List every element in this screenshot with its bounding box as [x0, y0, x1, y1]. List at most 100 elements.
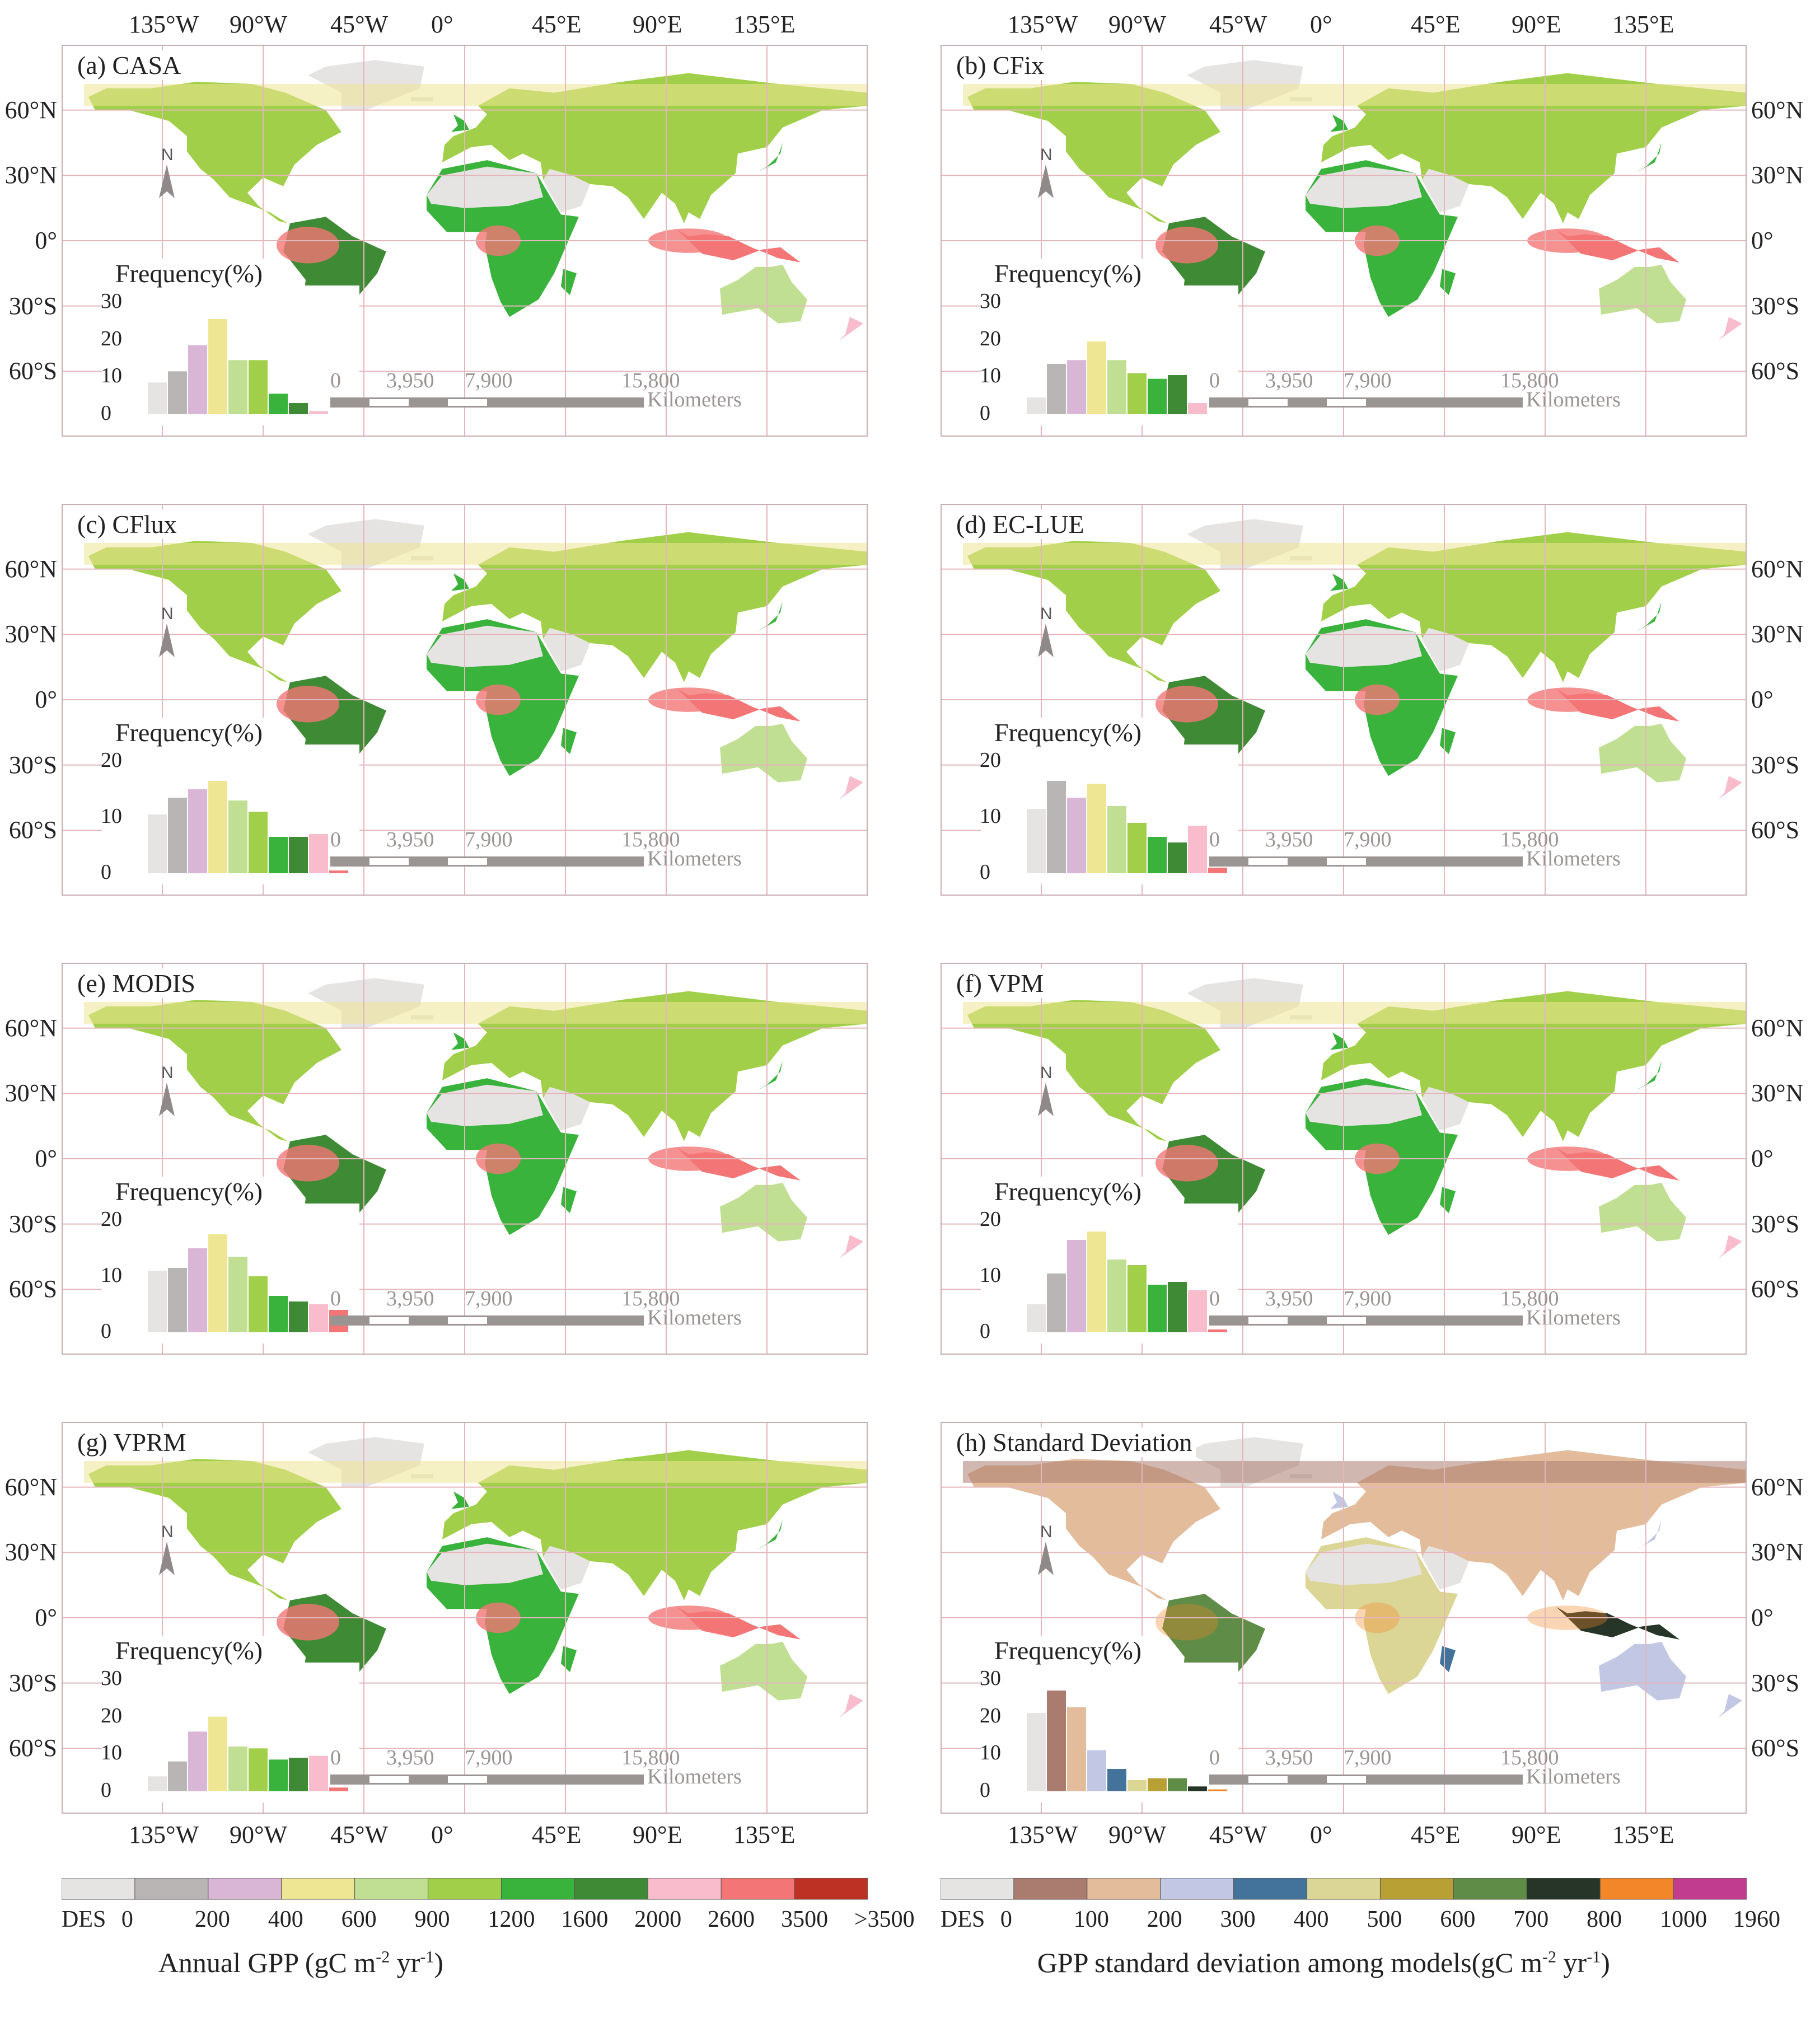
latitude-label: 0°: [1751, 686, 1774, 713]
frequency-bar: [1027, 1713, 1046, 1791]
longitude-label: 135°W: [1008, 1821, 1078, 1848]
scale-bar-label: 3,950: [386, 1287, 434, 1310]
frequency-bar: [148, 1776, 167, 1791]
frequency-bar: [228, 360, 247, 414]
frequency-bar: [1107, 1769, 1126, 1791]
madagascar-shape: [1440, 269, 1456, 296]
world-map: [84, 519, 868, 820]
scale-bar: [330, 397, 644, 408]
boreal-band: [963, 1461, 1747, 1483]
frequency-bar: [1208, 868, 1227, 873]
legend-title: GPP standard deviation among models(gC m…: [1037, 1946, 1610, 1979]
scale-bar-label: 7,900: [465, 1746, 513, 1769]
longitude-label: 0°: [1310, 11, 1332, 38]
latitude-label: 0°: [35, 1145, 57, 1172]
frequency-tick: 30: [980, 289, 1001, 313]
legend-swatch: [1526, 1877, 1601, 1900]
uk-shape: [1330, 1491, 1348, 1509]
frequency-title: Frequency(%): [113, 259, 265, 288]
frequency-bar: [1148, 1285, 1167, 1332]
longitude-label: 45°E: [1411, 11, 1461, 38]
legend-label: 1200: [488, 1907, 535, 1932]
world-map: [963, 60, 1747, 360]
uk-shape: [451, 1491, 469, 1509]
new-zealand-shape: [1718, 1235, 1742, 1259]
scale-bar-unit: Kilometers: [647, 1765, 742, 1788]
frequency-bar: [1168, 375, 1187, 414]
legend-title-sup: -2: [1542, 1947, 1557, 1967]
boreal-band: [963, 543, 1747, 565]
frequency-bar: [1148, 837, 1167, 873]
frequency-bar: [1027, 397, 1046, 414]
panel-a: N (a) CASA 60°N 30°N 0° 30°S 60°S 135°W 90°W 45°W…: [5, 11, 868, 437]
frequency-title: Frequency(%): [992, 259, 1144, 288]
tropical-patch: [277, 227, 339, 264]
north-arrow-label: N: [1040, 1523, 1052, 1541]
north-arrow-icon: N: [1038, 1064, 1054, 1116]
panel-f: N (f) VPM 60°N 30°N 0° 30°S 60°S Frequency(%) 20…: [941, 963, 1803, 1355]
legend-title-text: ): [1601, 1947, 1610, 1978]
longitude-label: 45°W: [330, 1821, 389, 1848]
scale-bar-label: 7,900: [1344, 1287, 1392, 1310]
frequency-bar: [1208, 1329, 1227, 1332]
frequency-tick: 10: [980, 1263, 1001, 1287]
frequency-bar: [1148, 1778, 1167, 1791]
north-arrow-label: N: [161, 1523, 174, 1541]
legend-legend_gpp: DES 0 200 400 600 900 1200 1600 2000 2600 3500 >350…: [61, 1877, 915, 2018]
frequency-bar: [1107, 360, 1126, 414]
legend-legend_sd: DES 0 100 200 300 400 500 600 700 800 1000 1960 GPP …: [940, 1877, 1780, 2018]
tropical-patch: [1155, 227, 1218, 264]
boreal-band: [963, 84, 1747, 106]
new-zealand-shape: [839, 776, 863, 800]
panel-title: (d) EC-LUE: [953, 509, 1088, 539]
panel-c: N (c) CFlux 60°N 30°N 0° 30°S 60°S Frequency(%)…: [5, 504, 868, 896]
frequency-tick: 10: [980, 1741, 1001, 1765]
panel-g: N (g) VPRM 60°N 30°N 0° 30°S 60°S 135°W 90°W 45°W…: [5, 1422, 868, 1848]
legend-label: 200: [1147, 1907, 1182, 1932]
frequency-bar: [1208, 1789, 1227, 1791]
map-frame: N: [941, 45, 1747, 437]
legend-swatch: [647, 1877, 722, 1900]
latitude-label: 30°S: [8, 1210, 57, 1238]
latitude-label: 0°: [35, 686, 57, 713]
longitude-label: 90°W: [1108, 1821, 1167, 1848]
north-arrow-label: N: [1040, 605, 1052, 623]
latitude-label: 60°N: [1751, 555, 1804, 583]
panel-title: (b) CFix: [953, 50, 1048, 80]
legend-title: Annual GPP (gC m-2 yr-1): [158, 1946, 443, 1979]
scale-bar: [1209, 397, 1523, 408]
north-arrow-label: N: [161, 1064, 174, 1082]
frequency-tick: 30: [980, 1666, 1001, 1690]
map-frame: N: [941, 963, 1747, 1355]
frequency-tick: 20: [101, 326, 122, 350]
panel-title: (g) VPRM: [74, 1427, 190, 1457]
japan-shape: [1635, 1061, 1662, 1092]
latitude-label: 30°N: [4, 1079, 57, 1107]
legend-swatch: [940, 1877, 1014, 1900]
north-arrow-label: N: [1040, 146, 1052, 164]
longitude-label: 45°W: [330, 11, 389, 38]
longitude-label: 90°E: [633, 1821, 682, 1848]
scale-bar-label: 7,900: [1344, 828, 1392, 851]
tropical-patch: [277, 686, 339, 723]
frequency-tick: 20: [980, 748, 1001, 772]
frequency-title: Frequency(%): [992, 1636, 1144, 1665]
scale-bar-label: 7,900: [1344, 369, 1392, 392]
legend-label: DES: [62, 1907, 106, 1932]
scale-bar-label: 0: [1209, 1746, 1220, 1769]
frequency-tick: 30: [101, 289, 122, 313]
latitude-label: 30°S: [8, 1669, 57, 1697]
frequency-bar: [228, 1257, 247, 1332]
latitude-label: 0°: [35, 227, 57, 254]
latitude-label: 30°S: [8, 292, 57, 320]
frequency-bar: [228, 800, 247, 873]
frequency-title: Frequency(%): [992, 718, 1144, 747]
madagascar-shape: [561, 1187, 577, 1214]
australia-shape: [720, 723, 807, 783]
legend-label: 2600: [708, 1907, 755, 1932]
frequency-bar: [1127, 1780, 1147, 1791]
frequency-title: Frequency(%): [113, 1177, 265, 1206]
japan-shape: [756, 1520, 783, 1551]
japan-shape: [1635, 143, 1662, 174]
frequency-bar: [1067, 798, 1086, 873]
